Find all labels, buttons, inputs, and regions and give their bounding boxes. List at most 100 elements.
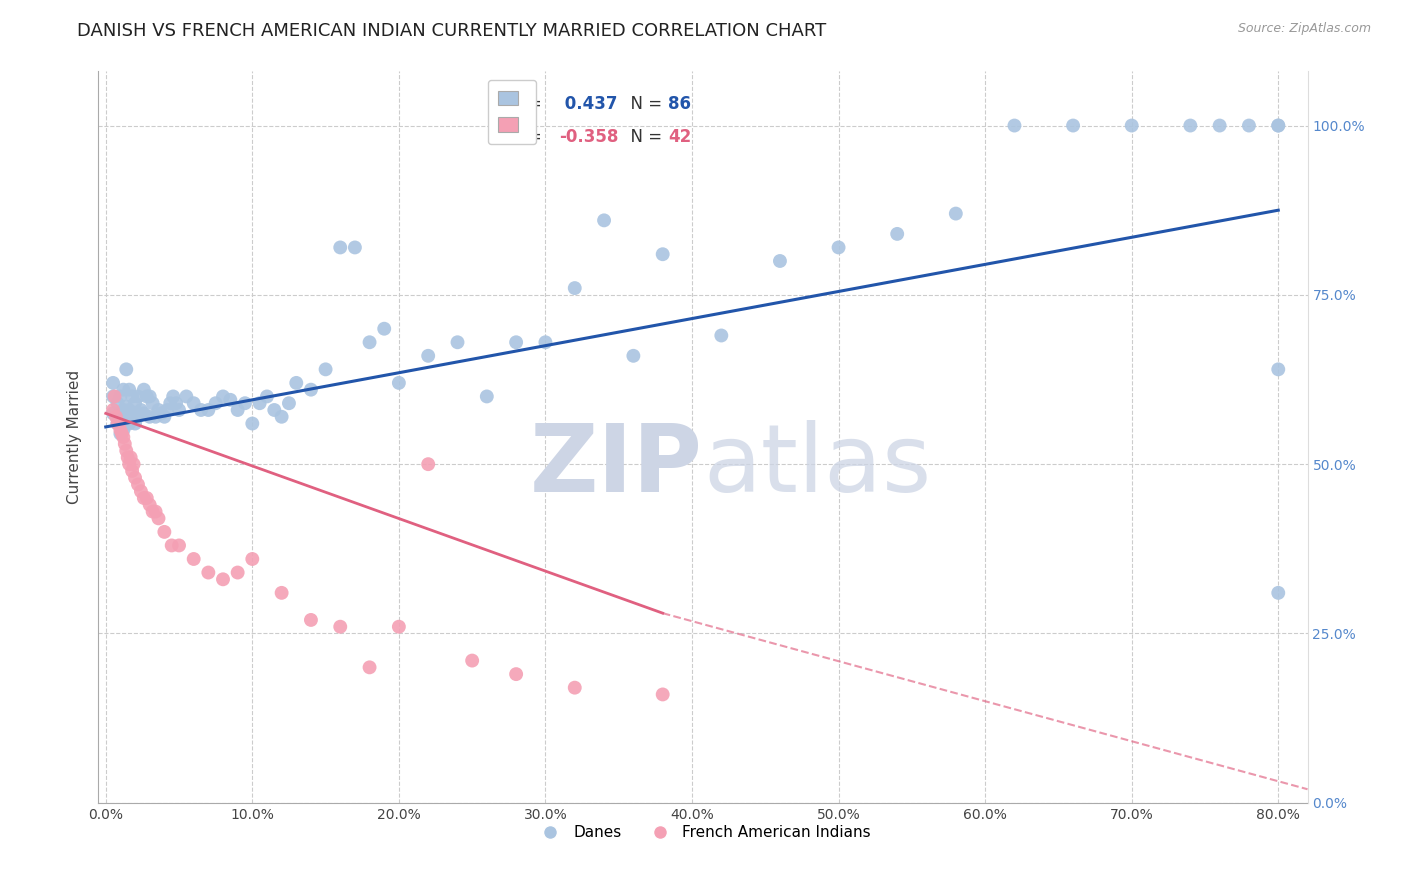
Legend: Danes, French American Indians: Danes, French American Indians [529,819,877,847]
Point [446,335,468,350]
Point [285,376,308,390]
Point [359,335,381,350]
Point [418,349,440,363]
Point [212,572,235,586]
Point [270,409,292,424]
Text: N =: N = [620,128,666,146]
Point [153,409,176,424]
Point [127,389,149,403]
Point [190,403,212,417]
Point [329,240,352,254]
Point [197,403,219,417]
Point [101,389,124,403]
Point [121,464,143,478]
Point [127,477,149,491]
Point [124,396,146,410]
Point [129,484,152,499]
Point [153,524,176,539]
Text: 0.437: 0.437 [560,95,617,113]
Point [107,417,129,431]
Point [1062,119,1084,133]
Point [315,362,337,376]
Point [101,376,124,390]
Point [105,409,128,424]
Point [373,322,395,336]
Point [240,417,263,431]
Point [132,383,155,397]
Point [118,403,141,417]
Point [114,437,136,451]
Point [343,240,366,254]
Point [150,406,173,420]
Point [1267,119,1289,133]
Point [115,362,138,376]
Point [111,426,134,441]
Point [212,389,235,403]
Point [110,389,132,403]
Point [1004,119,1026,133]
Point [138,498,160,512]
Point [299,613,322,627]
Point [138,389,160,403]
Point [183,552,205,566]
Text: DANISH VS FRENCH AMERICAN INDIAN CURRENTLY MARRIED CORRELATION CHART: DANISH VS FRENCH AMERICAN INDIAN CURRENT… [77,22,827,40]
Point [651,247,673,261]
Point [121,406,143,420]
Point [418,457,440,471]
Point [388,620,411,634]
Point [621,349,644,363]
Text: 42: 42 [668,128,692,146]
Point [827,240,849,254]
Text: 86: 86 [668,95,690,113]
Text: Source: ZipAtlas.com: Source: ZipAtlas.com [1237,22,1371,36]
Y-axis label: Currently Married: Currently Married [67,370,83,504]
Point [165,396,187,410]
Point [1267,362,1289,376]
Point [1208,119,1230,133]
Point [129,403,152,417]
Point [388,376,411,390]
Point [101,406,124,420]
Text: R =: R = [510,128,547,146]
Point [156,403,179,417]
Point [651,688,673,702]
Point [183,396,205,410]
Point [101,403,124,417]
Point [148,511,170,525]
Point [110,426,132,441]
Point [112,423,135,437]
Point [167,538,190,552]
Point [256,389,278,403]
Point [107,396,129,410]
Point [145,505,167,519]
Point [118,417,141,431]
Point [219,392,242,407]
Point [110,423,132,437]
Point [278,396,301,410]
Point [118,383,141,397]
Point [117,450,139,465]
Point [1180,119,1202,133]
Point [167,403,190,417]
Point [270,586,292,600]
Point [103,389,125,403]
Point [148,403,170,417]
Point [945,206,967,220]
Point [710,328,733,343]
Point [593,213,616,227]
Point [475,389,498,403]
Text: R =: R = [510,95,547,113]
Point [226,403,249,417]
Point [112,383,135,397]
Point [240,552,263,566]
Point [145,409,167,424]
Point [197,566,219,580]
Text: -0.358: -0.358 [560,128,619,146]
Point [124,417,146,431]
Point [132,406,155,420]
Point [142,505,165,519]
Point [118,457,141,471]
Point [263,403,285,417]
Point [564,281,586,295]
Text: atlas: atlas [703,420,931,512]
